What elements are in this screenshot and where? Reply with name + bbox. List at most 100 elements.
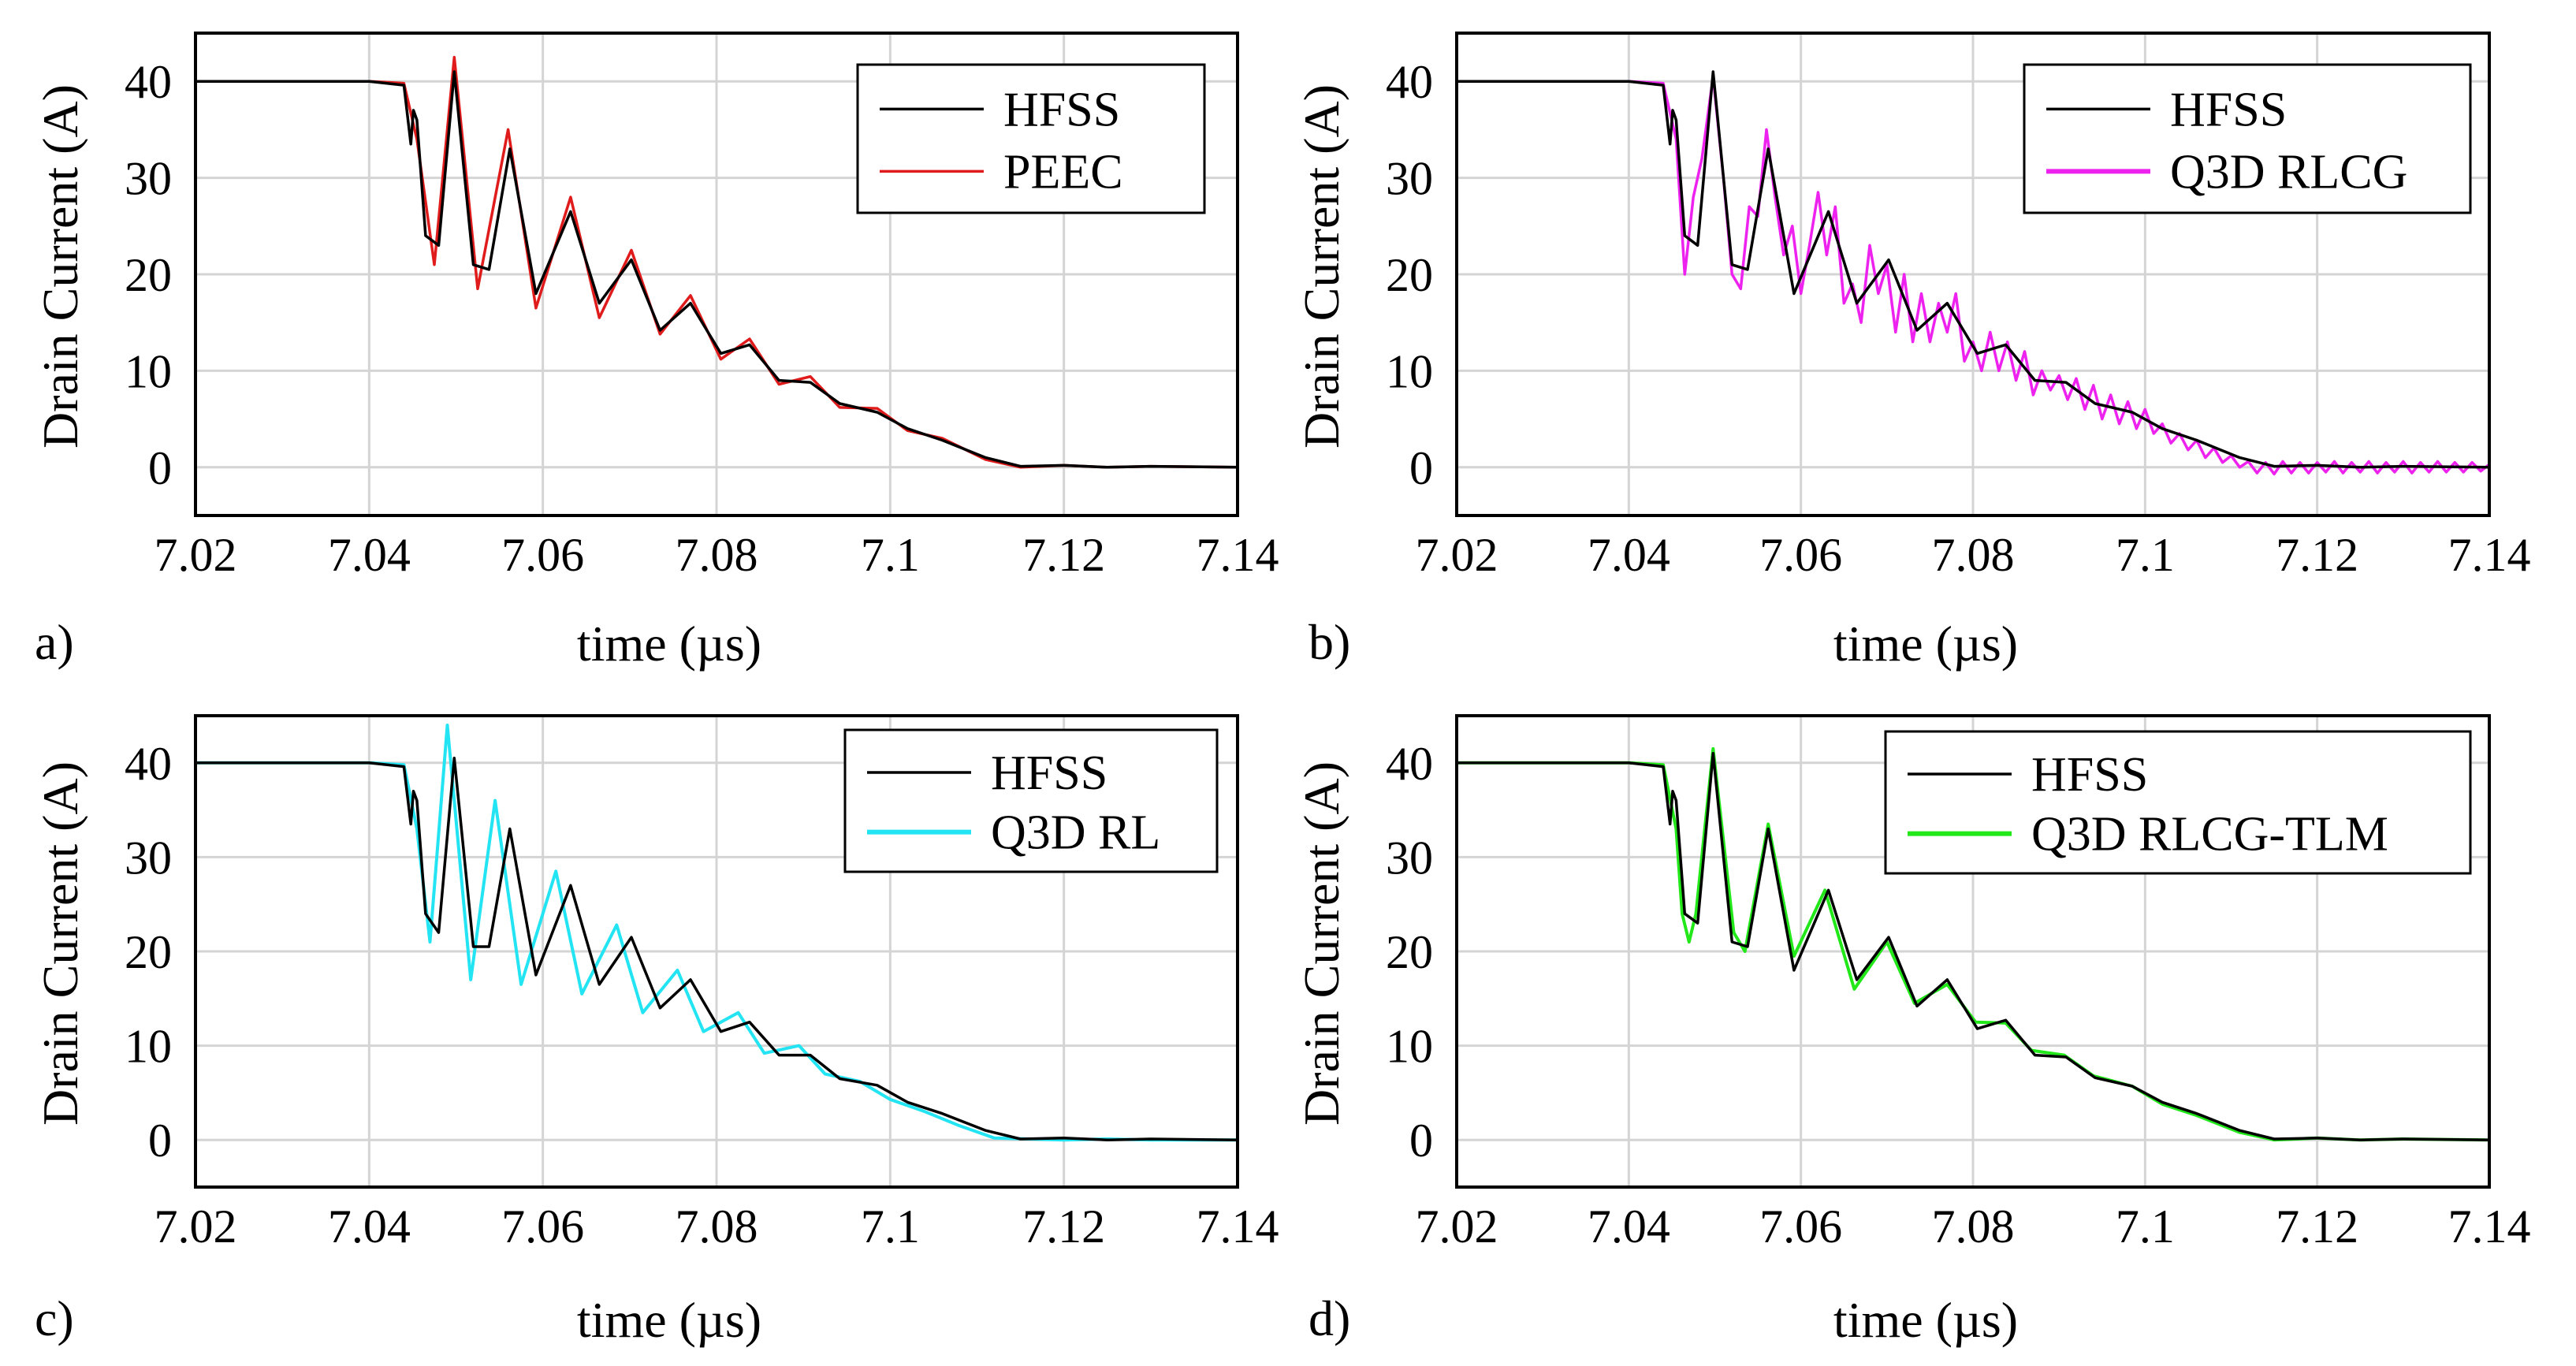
x-tick-label: 7.04 — [328, 529, 411, 581]
y-tick-label: 0 — [148, 442, 172, 494]
y-axis-label: Drain Current (A) — [32, 761, 88, 1126]
panel-a: 7.02 7.04 7.06 7.08 7.1 7.12 7.14 0 10 20 30 40 ti… — [32, 32, 1279, 672]
plot-frame — [194, 32, 1239, 517]
legend-box — [2023, 63, 2472, 214]
x-tick-label: 7.06 — [1759, 529, 1842, 581]
panel-c: 7.02 7.04 7.06 7.08 7.1 7.12 7.14 0 10 20 30 40 ti… — [32, 714, 1279, 1348]
y-tick-label: 10 — [125, 345, 172, 397]
x-tick-label: 7.02 — [154, 1200, 237, 1252]
series-line-hfss — [1457, 70, 2489, 469]
x-tick-label: 7.14 — [1197, 1200, 1279, 1252]
panel-b: 7.02 7.04 7.06 7.08 7.1 7.12 7.14 0 10 20 30 40 ti… — [1294, 32, 2531, 672]
y-tick-label: 40 — [125, 56, 172, 108]
x-tick-label: 7.14 — [2448, 1200, 2531, 1252]
plot-frame — [1455, 714, 2491, 1189]
legend: HFSS Q3D RL — [843, 728, 1219, 873]
x-tick-labels: 7.02 7.04 7.06 7.08 7.1 7.12 7.14 — [154, 1200, 1279, 1252]
x-axis-label: time (µs) — [1833, 616, 2018, 672]
x-tick-label: 7.08 — [676, 1200, 758, 1252]
y-tick-label: 40 — [1386, 738, 1433, 790]
x-tick-label: 7.06 — [1759, 1200, 1842, 1252]
y-tick-label: 10 — [1386, 1021, 1433, 1073]
x-tick-label: 7.08 — [676, 529, 758, 581]
x-tick-label: 7.02 — [154, 529, 237, 581]
legend-label-hfss: HFSS — [2170, 83, 2287, 136]
legend-label-hfss: HFSS — [991, 746, 1107, 800]
y-tick-labels: 0 10 20 30 40 — [1386, 738, 1433, 1167]
series-line-hfss — [195, 757, 1238, 1141]
y-tick-labels: 0 10 20 30 40 — [1386, 56, 1433, 494]
panel-letter: c) — [35, 1290, 74, 1346]
series-line-hfss — [1457, 752, 2489, 1141]
legend-label-hfss: HFSS — [1003, 83, 1120, 136]
y-tick-label: 20 — [125, 249, 172, 301]
x-tick-labels: 7.02 7.04 7.06 7.08 7.1 7.12 7.14 — [1416, 1200, 2531, 1252]
legend-box — [856, 63, 1206, 214]
series-layer — [195, 55, 1238, 469]
panel-letter: d) — [1308, 1290, 1350, 1346]
y-tick-label: 0 — [1409, 442, 1433, 494]
series-line-q3d-rlcg — [1457, 75, 2489, 476]
series-line-q3d-rl — [195, 724, 1238, 1142]
x-tick-label: 7.06 — [501, 529, 584, 581]
x-tick-label: 7.12 — [2276, 529, 2358, 581]
y-axis-label: Drain Current (A) — [1294, 84, 1349, 449]
legend-label-q3d-rlcg-tlm: Q3D RLCG-TLM — [2031, 808, 2388, 862]
legend: HFSS PEEC — [856, 63, 1206, 214]
y-tick-label: 30 — [125, 153, 172, 205]
x-tick-label: 7.04 — [328, 1200, 411, 1252]
x-tick-label: 7.04 — [1588, 1200, 1670, 1252]
plot-frame — [194, 714, 1239, 1189]
x-tick-label: 7.14 — [2448, 529, 2531, 581]
legend-box — [843, 728, 1219, 873]
x-tick-label: 7.1 — [861, 1200, 920, 1252]
x-axis-label: time (µs) — [577, 616, 761, 672]
y-tick-label: 0 — [1409, 1115, 1433, 1167]
x-tick-label: 7.12 — [1022, 529, 1105, 581]
x-tick-label: 7.08 — [1932, 1200, 2015, 1252]
x-tick-label: 7.04 — [1588, 529, 1670, 581]
y-tick-label: 10 — [1386, 345, 1433, 397]
x-axis-label: time (µs) — [577, 1292, 761, 1348]
series-layer — [1457, 70, 2489, 476]
x-tick-label: 7.12 — [1022, 1200, 1105, 1252]
y-tick-label: 30 — [1386, 832, 1433, 884]
legend-box — [1884, 730, 2472, 875]
panel-letter: b) — [1308, 614, 1350, 670]
y-tick-label: 10 — [125, 1021, 172, 1073]
y-tick-label: 20 — [1386, 249, 1433, 301]
x-axis-label: time (µs) — [1833, 1292, 2018, 1348]
y-axis-label: Drain Current (A) — [32, 84, 88, 449]
legend-label-peec: PEEC — [1003, 145, 1123, 199]
y-tick-labels: 0 10 20 30 40 — [125, 56, 172, 494]
panel-d: 7.02 7.04 7.06 7.08 7.1 7.12 7.14 0 10 20 30 40 ti… — [1294, 714, 2531, 1348]
series-line-hfss — [195, 70, 1238, 469]
legend-label-q3d-rlcg: Q3D RLCG — [2170, 145, 2407, 199]
legend-label-q3d-rl: Q3D RL — [991, 806, 1160, 860]
y-tick-label: 30 — [125, 832, 172, 884]
plot-frame — [1455, 32, 2491, 517]
x-tick-label: 7.12 — [2276, 1200, 2358, 1252]
y-tick-label: 20 — [1386, 926, 1433, 978]
x-tick-label: 7.1 — [2116, 529, 2175, 581]
x-tick-label: 7.1 — [861, 529, 920, 581]
legend: HFSS Q3D RLCG — [2023, 63, 2472, 214]
series-layer — [1457, 746, 2489, 1142]
y-tick-label: 0 — [148, 1115, 172, 1167]
panel-letter: a) — [35, 614, 74, 670]
x-tick-labels: 7.02 7.04 7.06 7.08 7.1 7.12 7.14 — [154, 529, 1279, 581]
x-tick-label: 7.14 — [1197, 529, 1279, 581]
x-tick-label: 7.06 — [501, 1200, 584, 1252]
y-axis-label: Drain Current (A) — [1294, 761, 1349, 1126]
y-tick-label: 30 — [1386, 153, 1433, 205]
x-tick-label: 7.1 — [2116, 1200, 2175, 1252]
series-layer — [195, 724, 1238, 1142]
legend-label-hfss: HFSS — [2031, 748, 2148, 802]
y-tick-labels: 0 10 20 30 40 — [125, 738, 172, 1167]
x-tick-labels: 7.02 7.04 7.06 7.08 7.1 7.12 7.14 — [1416, 529, 2531, 581]
y-tick-label: 40 — [125, 738, 172, 790]
x-tick-label: 7.02 — [1416, 529, 1498, 581]
legend: HFSS Q3D RLCG-TLM — [1884, 730, 2472, 875]
